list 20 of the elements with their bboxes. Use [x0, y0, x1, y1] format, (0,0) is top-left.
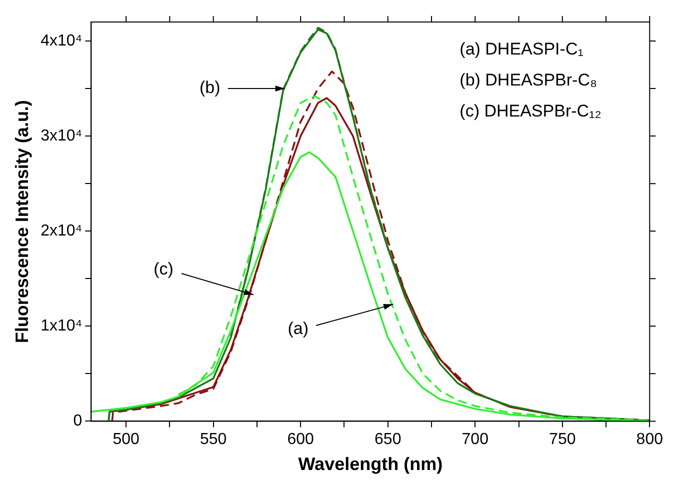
annotation: (b): [200, 78, 220, 98]
annotation: (a): [288, 318, 308, 338]
y-tick-label: 2x10⁴: [40, 222, 82, 240]
annotation: (c) DHEASPBr-C₁₂: [460, 102, 602, 121]
y-tick-label: 4x10⁴: [40, 32, 82, 50]
y-tick-label: 3x10⁴: [40, 127, 82, 144]
annotation: (b) DHEASPBr-C₈: [460, 70, 598, 90]
x-tick-label: 700: [462, 431, 489, 448]
annotation: (c): [154, 259, 174, 278]
y-tick-label: 1x10⁴: [40, 318, 82, 335]
x-tick-label: 650: [374, 431, 402, 448]
y-axis-title: Fluorescence Intensity (a.u.): [12, 100, 32, 344]
y-tick-label: 0: [73, 412, 82, 430]
annotation: (a) DHEASPI-C₁: [460, 40, 584, 59]
x-axis-title: Wavelength (nm): [298, 454, 443, 474]
x-tick-label: 800: [636, 431, 664, 448]
x-tick-label: 600: [287, 431, 314, 448]
x-tick-label: 550: [200, 431, 227, 448]
x-tick-label: 750: [549, 431, 576, 448]
x-tick-label: 500: [112, 431, 140, 448]
